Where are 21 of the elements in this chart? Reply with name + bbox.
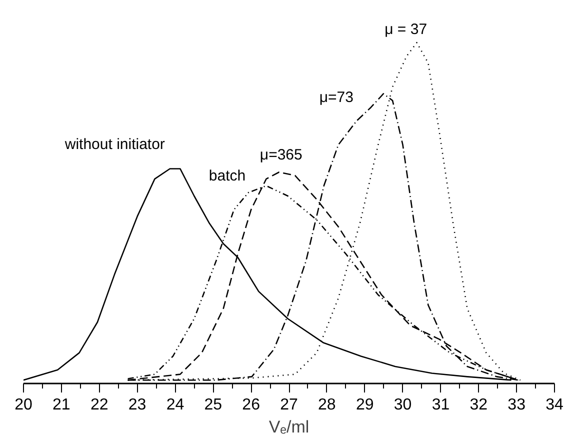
x-axis-title: Vₑ/ml <box>268 418 310 436</box>
x-tick-label: 30 <box>394 396 412 414</box>
series-label: μ = 37 <box>384 21 428 38</box>
series-label: without initiator <box>64 136 165 154</box>
x-tick-label: 24 <box>166 396 184 414</box>
x-tick-label: 32 <box>470 396 488 414</box>
x-tick-label: 31 <box>432 396 450 414</box>
x-tick-label: 34 <box>546 396 564 414</box>
x-tick-label: 28 <box>318 396 336 414</box>
series-label: batch <box>208 167 246 184</box>
x-tick-label: 29 <box>356 396 374 414</box>
x-tick-label: 23 <box>128 396 146 414</box>
x-tick-label: 25 <box>204 396 222 414</box>
x-tick-label: 22 <box>90 396 108 414</box>
series-label: μ=365 <box>260 146 302 164</box>
series-label: μ=73 <box>319 89 354 106</box>
x-tick-label: 27 <box>280 396 298 414</box>
x-tick-label: 33 <box>508 396 526 414</box>
x-tick-label: 20 <box>14 396 32 414</box>
x-tick-label: 21 <box>52 396 70 414</box>
x-tick-label: 26 <box>242 396 260 414</box>
